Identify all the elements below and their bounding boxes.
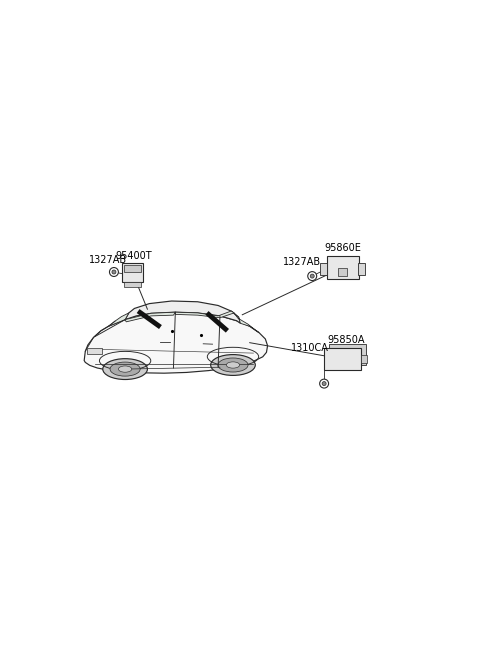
- Bar: [124, 265, 141, 272]
- Ellipse shape: [218, 358, 248, 372]
- Polygon shape: [125, 312, 175, 322]
- Text: 95850A: 95850A: [328, 335, 365, 345]
- Text: 95400T: 95400T: [115, 251, 152, 261]
- Text: 1327AB: 1327AB: [283, 257, 321, 267]
- Bar: [358, 263, 365, 275]
- Bar: [324, 348, 361, 370]
- Circle shape: [322, 382, 326, 386]
- Bar: [361, 355, 367, 364]
- Text: 95860E: 95860E: [324, 242, 361, 253]
- Circle shape: [320, 379, 329, 388]
- Circle shape: [112, 270, 116, 274]
- Bar: [122, 263, 143, 282]
- Ellipse shape: [226, 362, 240, 368]
- Text: 1310CA: 1310CA: [291, 343, 329, 353]
- Ellipse shape: [110, 362, 140, 376]
- Ellipse shape: [103, 359, 147, 379]
- Ellipse shape: [119, 366, 132, 372]
- Bar: [87, 348, 102, 354]
- Polygon shape: [231, 311, 259, 333]
- Polygon shape: [84, 312, 267, 373]
- Circle shape: [308, 272, 317, 280]
- Circle shape: [310, 274, 314, 278]
- Polygon shape: [175, 311, 234, 318]
- Text: 1327AB: 1327AB: [88, 255, 127, 265]
- Ellipse shape: [211, 354, 255, 375]
- Circle shape: [109, 267, 119, 276]
- Bar: [124, 282, 141, 287]
- Bar: [327, 256, 359, 278]
- Polygon shape: [125, 301, 240, 324]
- Bar: [329, 344, 366, 365]
- Bar: [338, 268, 348, 276]
- Bar: [320, 263, 327, 275]
- Polygon shape: [108, 313, 129, 326]
